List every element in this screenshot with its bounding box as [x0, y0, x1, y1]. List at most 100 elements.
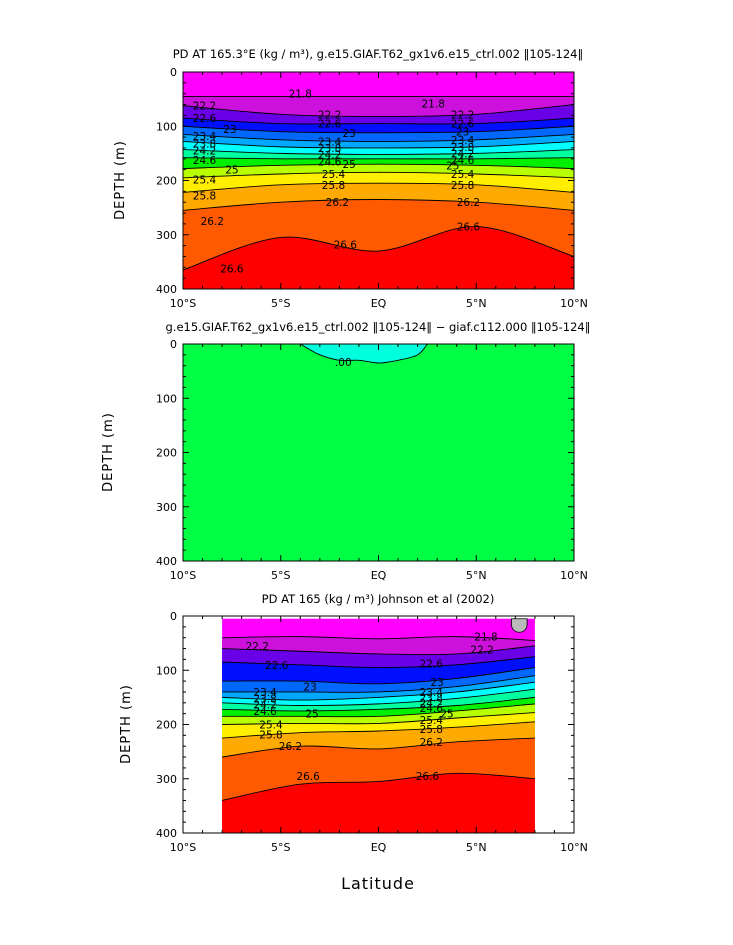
contour-label: 25: [343, 159, 356, 171]
contour-label: 23: [430, 677, 443, 689]
contour-label: 23.4: [193, 131, 217, 143]
contour-label: 26.6: [296, 771, 320, 783]
isopycnal-22.6: [183, 117, 574, 125]
missing-data-patch: [511, 618, 528, 633]
isopycnal-25.8: [222, 721, 535, 739]
x-tick-label: 5°N: [466, 297, 487, 310]
y-tick-label: 200: [156, 175, 177, 188]
contour-label-layer: 21.821.822.222.62322.222.62322.222.62323…: [193, 89, 481, 276]
isopycnal-25.4: [222, 712, 535, 725]
contour-label: 26.6: [334, 240, 358, 252]
contour-label: 23.8: [193, 139, 216, 151]
axes: 10°S 5°S EQ 5°N 10°N 0 100 200 300 400: [156, 66, 588, 310]
panel-title: PD AT 165.3°E (kg / m³), g.e15.GIAF.T62_…: [173, 47, 583, 61]
contour-label: 21.8: [289, 89, 312, 101]
contour-label: 24.6: [420, 703, 444, 715]
contour-label: 24.2: [451, 148, 474, 160]
contour-label: 25: [225, 165, 238, 177]
x-tick-label: 5°N: [466, 841, 487, 854]
y-axis-label: DEPTH (m): [101, 412, 116, 492]
y-axis-label: DEPTH (m): [119, 684, 134, 764]
contour-label: 25.4: [259, 720, 283, 732]
contour-label: 25.8: [259, 729, 282, 741]
contour-label: 22.6: [451, 119, 475, 131]
y-tick-label: 100: [156, 392, 177, 405]
isopycnal-26.6: [222, 772, 535, 801]
contour-label: 26.2: [279, 741, 302, 753]
x-tick-label: 10°N: [560, 297, 588, 310]
contour-label: 25.4: [322, 169, 346, 181]
isopycnal-24.2: [183, 149, 574, 155]
x-tick-label: 5°S: [271, 569, 290, 582]
isopycnal-26.2: [183, 199, 574, 211]
isopycnal-22.6: [222, 656, 535, 668]
contour-label: 24.6: [451, 155, 475, 167]
contour-label: 24.2: [318, 150, 341, 162]
contour-label: 23: [223, 124, 236, 136]
contour-label: 23.4: [253, 687, 277, 699]
y-tick-label: 0: [170, 66, 177, 79]
contour-label: 24.6: [318, 157, 342, 169]
isopycnal-line-layer: [183, 95, 574, 271]
contour-label: 25.8: [193, 191, 216, 203]
y-tick-label: 300: [156, 773, 177, 786]
x-tick-label: EQ: [371, 297, 387, 310]
isopycnal-22.2: [222, 645, 535, 656]
contour-label: 23.8: [420, 692, 443, 704]
axes: 10°S 5°S EQ 5°N 10°N 0 100 200 300 400: [156, 610, 588, 854]
zero-difference-region: [183, 344, 574, 561]
contour-label: 25: [305, 709, 318, 721]
isopycnal-24.2: [222, 688, 535, 706]
contour-label: 23: [343, 128, 356, 140]
contour-label: 25.8: [322, 180, 345, 192]
isopycnal-23.4: [222, 675, 535, 693]
panel-title: g.e15.GIAF.T62_gx1v6.e15_ctrl.002 ‖105-1…: [166, 320, 591, 334]
contour-label: 22.2: [470, 645, 493, 657]
isopycnal-25.8: [183, 182, 574, 193]
density-band-26.6: [183, 226, 574, 289]
contour-label: 25.8: [420, 724, 443, 736]
difference-fill-layer: [183, 344, 574, 561]
isopycnal-21.8: [222, 636, 535, 641]
contour-label: 23.4: [318, 136, 342, 148]
y-tick-label: 0: [170, 610, 177, 623]
contour-label: 25.4: [193, 174, 217, 186]
isopycnal-25.4: [183, 171, 574, 179]
y-axis-label: DEPTH (m): [113, 140, 128, 220]
contour-label: 24.6: [193, 155, 217, 167]
panel-model-density: PD AT 165.3°E (kg / m³), g.e15.GIAF.T62_…: [113, 47, 588, 310]
contour-label: 23: [456, 127, 469, 139]
y-tick-label: 0: [170, 338, 177, 351]
isopycnal-23.8: [222, 681, 535, 701]
isopycnal-23: [183, 125, 574, 134]
isopycnal-25: [222, 703, 535, 718]
contour-label: 24.2: [253, 699, 276, 711]
density-band-26.6: [222, 773, 535, 833]
isopycnal-24.6: [222, 696, 535, 712]
contour-label: 22.2: [451, 109, 474, 121]
contour-label: 23.8: [253, 694, 276, 706]
x-axis-label: Latitude: [341, 874, 415, 893]
contour-label: 25: [440, 709, 453, 721]
x-tick-label: EQ: [371, 841, 387, 854]
isopycnal-26.6: [183, 226, 574, 271]
x-tick-label: 10°N: [560, 569, 588, 582]
contour-label: 26.6: [220, 263, 244, 275]
difference-anomaly-region: [299, 344, 428, 364]
y-tick-label: 400: [156, 283, 177, 296]
contour-label: 25.8: [451, 180, 474, 192]
isopycnal-22.2: [183, 104, 574, 117]
isopycnal-23.4: [183, 133, 574, 142]
density-fill-layer: [183, 72, 574, 289]
y-tick-label: 300: [156, 229, 177, 242]
contour-label: 25.4: [420, 715, 444, 727]
y-tick-label: 400: [156, 555, 177, 568]
contour-label: 26.2: [420, 737, 443, 749]
y-tick-label: 100: [156, 120, 177, 133]
contour-label: 21.8: [474, 632, 497, 644]
contour-label: 22.6: [193, 113, 217, 125]
contour-label: 25.4: [451, 169, 475, 181]
isopycnal-line-layer: [222, 618, 535, 801]
